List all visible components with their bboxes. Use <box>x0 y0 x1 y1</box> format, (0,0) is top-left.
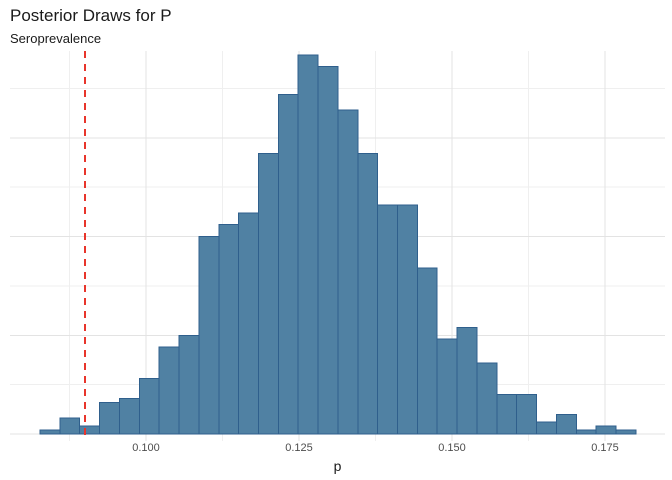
histogram-bar <box>317 66 339 435</box>
x-axis-title: p <box>333 458 342 474</box>
plot-subtitle: Seroprevalence <box>10 31 102 46</box>
histogram-bar <box>118 397 140 435</box>
plot-title: Posterior Draws for P <box>10 6 172 25</box>
histogram-bar <box>575 429 597 435</box>
histogram-bar <box>39 429 61 435</box>
histogram-bar <box>238 212 259 435</box>
histogram-bar <box>377 204 399 435</box>
histogram-bar <box>297 54 319 435</box>
histogram-bar <box>496 394 518 435</box>
histogram-bar <box>456 326 478 435</box>
x-tick-label: 0.100 <box>132 442 160 454</box>
histogram-bar <box>218 224 240 435</box>
x-tick-label: 0.125 <box>285 442 313 454</box>
histogram-bar <box>257 153 279 435</box>
histogram-bar <box>99 401 120 435</box>
histogram-bar <box>615 429 637 435</box>
histogram-bar <box>536 421 557 435</box>
histogram-bar <box>476 362 498 435</box>
x-tick-label: 0.150 <box>438 442 466 454</box>
histogram-bar <box>595 425 617 435</box>
histogram-bar <box>397 204 418 435</box>
histogram-bar <box>555 413 577 435</box>
histogram-bar <box>138 378 160 435</box>
histogram-bar <box>357 153 379 435</box>
histogram-bar <box>516 394 538 435</box>
histogram-bar <box>59 417 81 435</box>
histogram-bar <box>178 334 200 435</box>
histogram-bar <box>198 236 220 435</box>
histogram-bar <box>158 346 180 435</box>
histogram-bar <box>337 109 359 435</box>
histogram-bar <box>436 338 458 435</box>
x-tick-label: 0.175 <box>591 442 619 454</box>
histogram-bar <box>277 93 299 435</box>
histogram-bar <box>416 267 438 435</box>
histogram-bar <box>79 425 101 435</box>
